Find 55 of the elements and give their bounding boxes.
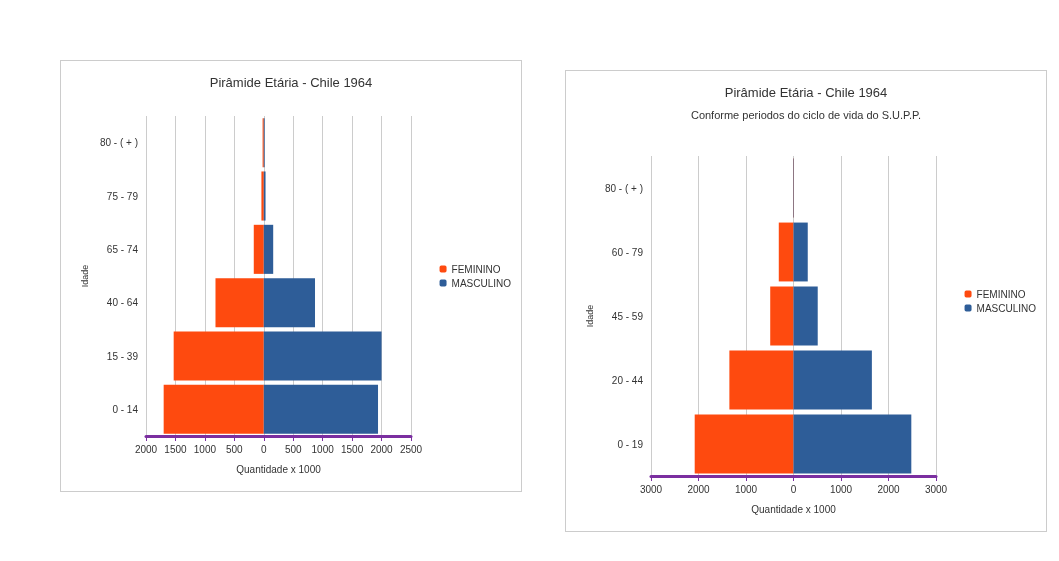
- y-tick-label: 60 - 79: [611, 246, 644, 258]
- x-tick-label: 0: [790, 483, 797, 495]
- y-axis-title: Idade: [79, 264, 90, 288]
- y-tick-label: 45 - 59: [611, 310, 644, 322]
- x-tick-label: 500: [225, 443, 244, 455]
- chart-title: Pirâmide Etária - Chile 1964: [724, 85, 888, 100]
- bar: [253, 224, 264, 274]
- bar: [263, 384, 379, 434]
- x-tick-label: 2000: [134, 443, 158, 455]
- y-tick-label: 40 - 64: [106, 297, 139, 309]
- x-tick-label: 1000: [193, 443, 217, 455]
- bar: [263, 224, 274, 274]
- bar: [770, 286, 794, 346]
- y-axis-title: Idade: [584, 304, 595, 328]
- x-tick-label: 2000: [370, 443, 394, 455]
- y-tick-label: 80 - ( + ): [604, 182, 643, 194]
- y-tick-label: 20 - 44: [611, 374, 644, 386]
- y-tick-label: 15 - 39: [106, 350, 139, 362]
- x-tick-label: 1000: [734, 483, 758, 495]
- x-tick-label: 1500: [164, 443, 187, 455]
- bar: [263, 331, 382, 381]
- chart-title: Pirâmide Etária - Chile 1964: [209, 75, 373, 90]
- legend-label: FEMININO: [976, 288, 1026, 300]
- bar: [778, 222, 794, 282]
- y-tick-label: 75 - 79: [106, 190, 139, 202]
- legend-label: MASCULINO: [976, 302, 1037, 314]
- bar: [694, 414, 794, 474]
- legend-label: FEMININO: [451, 263, 501, 275]
- y-tick-label: 0 - 19: [617, 438, 644, 450]
- bar: [215, 278, 264, 328]
- y-tick-label: 80 - ( + ): [99, 137, 138, 149]
- x-axis-title: Quantidade x 1000: [236, 463, 322, 475]
- x-tick-label: 1000: [311, 443, 335, 455]
- x-tick-label: 2000: [877, 483, 901, 495]
- x-tick-label: 3000: [924, 483, 948, 495]
- x-tick-label: 1500: [340, 443, 364, 455]
- bar: [173, 331, 264, 381]
- bar: [793, 286, 818, 346]
- x-tick-label: 0: [261, 443, 267, 455]
- legend-label: MASCULINO: [451, 277, 512, 289]
- bar: [793, 350, 872, 410]
- bar: [793, 414, 912, 474]
- x-tick-label: 2500: [399, 443, 423, 455]
- bar: [729, 350, 794, 410]
- bar: [263, 278, 316, 328]
- x-tick-label: 500: [284, 443, 302, 455]
- y-tick-label: 0 - 14: [112, 403, 139, 415]
- x-tick-label: 1000: [829, 483, 853, 495]
- bar: [163, 384, 264, 434]
- y-tick-label: 65 - 74: [106, 243, 139, 255]
- bar: [793, 222, 808, 282]
- x-tick-label: 3000: [639, 483, 663, 495]
- x-tick-label: 2000: [687, 483, 711, 495]
- x-axis-title: Quantidade x 1000: [751, 503, 837, 515]
- chart-subtitle: Conforme periodos do ciclo de vida do S.U.P.P.: [690, 108, 922, 121]
